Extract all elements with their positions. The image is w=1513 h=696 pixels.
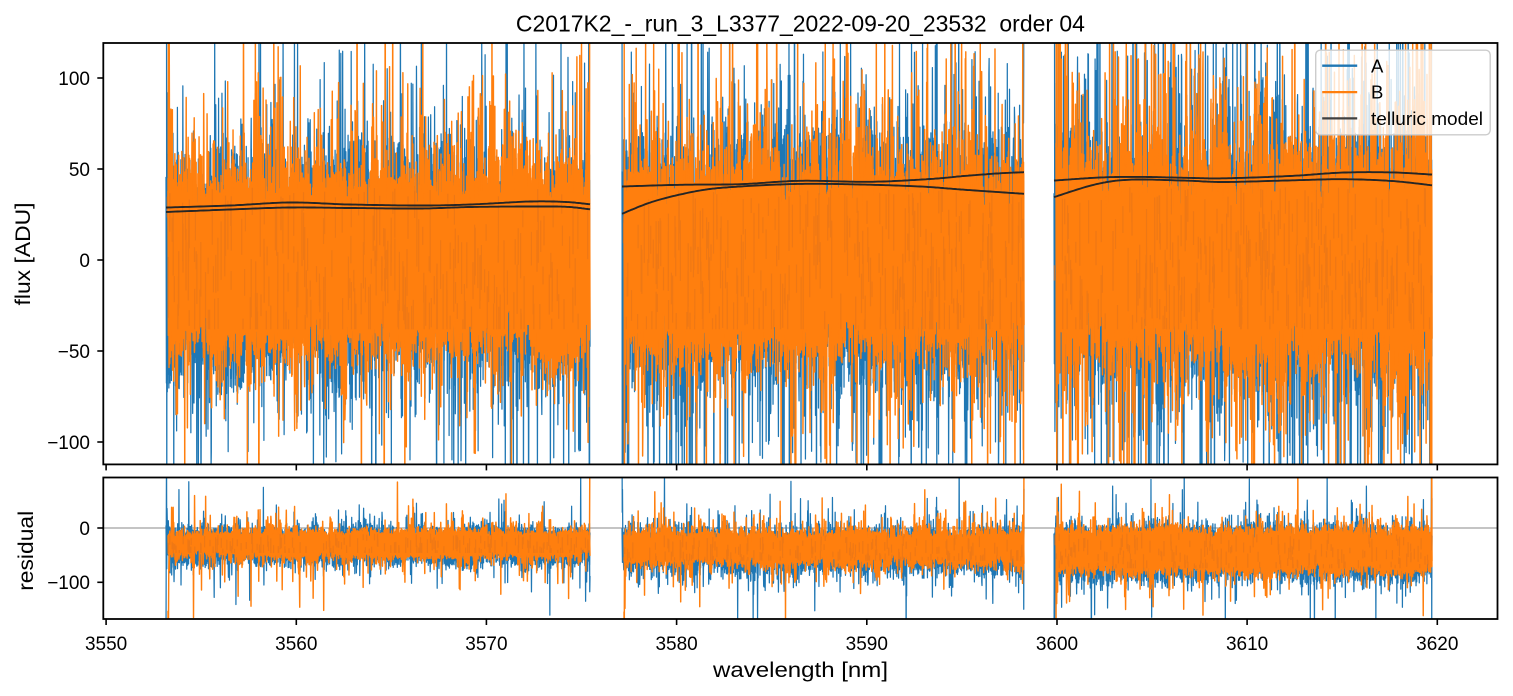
svg-text:telluric model: telluric model	[1371, 108, 1483, 129]
svg-text:100: 100	[58, 69, 90, 90]
svg-text:3620: 3620	[1416, 634, 1458, 655]
svg-text:3600: 3600	[1036, 634, 1078, 655]
svg-text:3610: 3610	[1226, 634, 1268, 655]
svg-text:3550: 3550	[85, 634, 127, 655]
svg-text:3580: 3580	[655, 634, 697, 655]
svg-text:50: 50	[69, 160, 90, 181]
svg-text:0: 0	[79, 251, 90, 272]
svg-text:−100: −100	[47, 433, 90, 454]
svg-text:flux [ADU]: flux [ADU]	[12, 203, 35, 306]
svg-text:A: A	[1371, 55, 1384, 76]
svg-text:0: 0	[79, 519, 90, 540]
svg-text:C2017K2_-_run_3_L3377_2022-09-: C2017K2_-_run_3_L3377_2022-09-20_23532 o…	[516, 11, 1085, 37]
svg-text:3570: 3570	[465, 634, 507, 655]
svg-text:3590: 3590	[846, 634, 888, 655]
svg-text:residual: residual	[15, 511, 38, 591]
svg-text:−50: −50	[58, 342, 90, 363]
svg-text:3560: 3560	[275, 634, 317, 655]
svg-text:wavelength [nm]: wavelength [nm]	[712, 659, 888, 682]
svg-text:−100: −100	[47, 573, 90, 594]
svg-text:B: B	[1371, 82, 1383, 103]
